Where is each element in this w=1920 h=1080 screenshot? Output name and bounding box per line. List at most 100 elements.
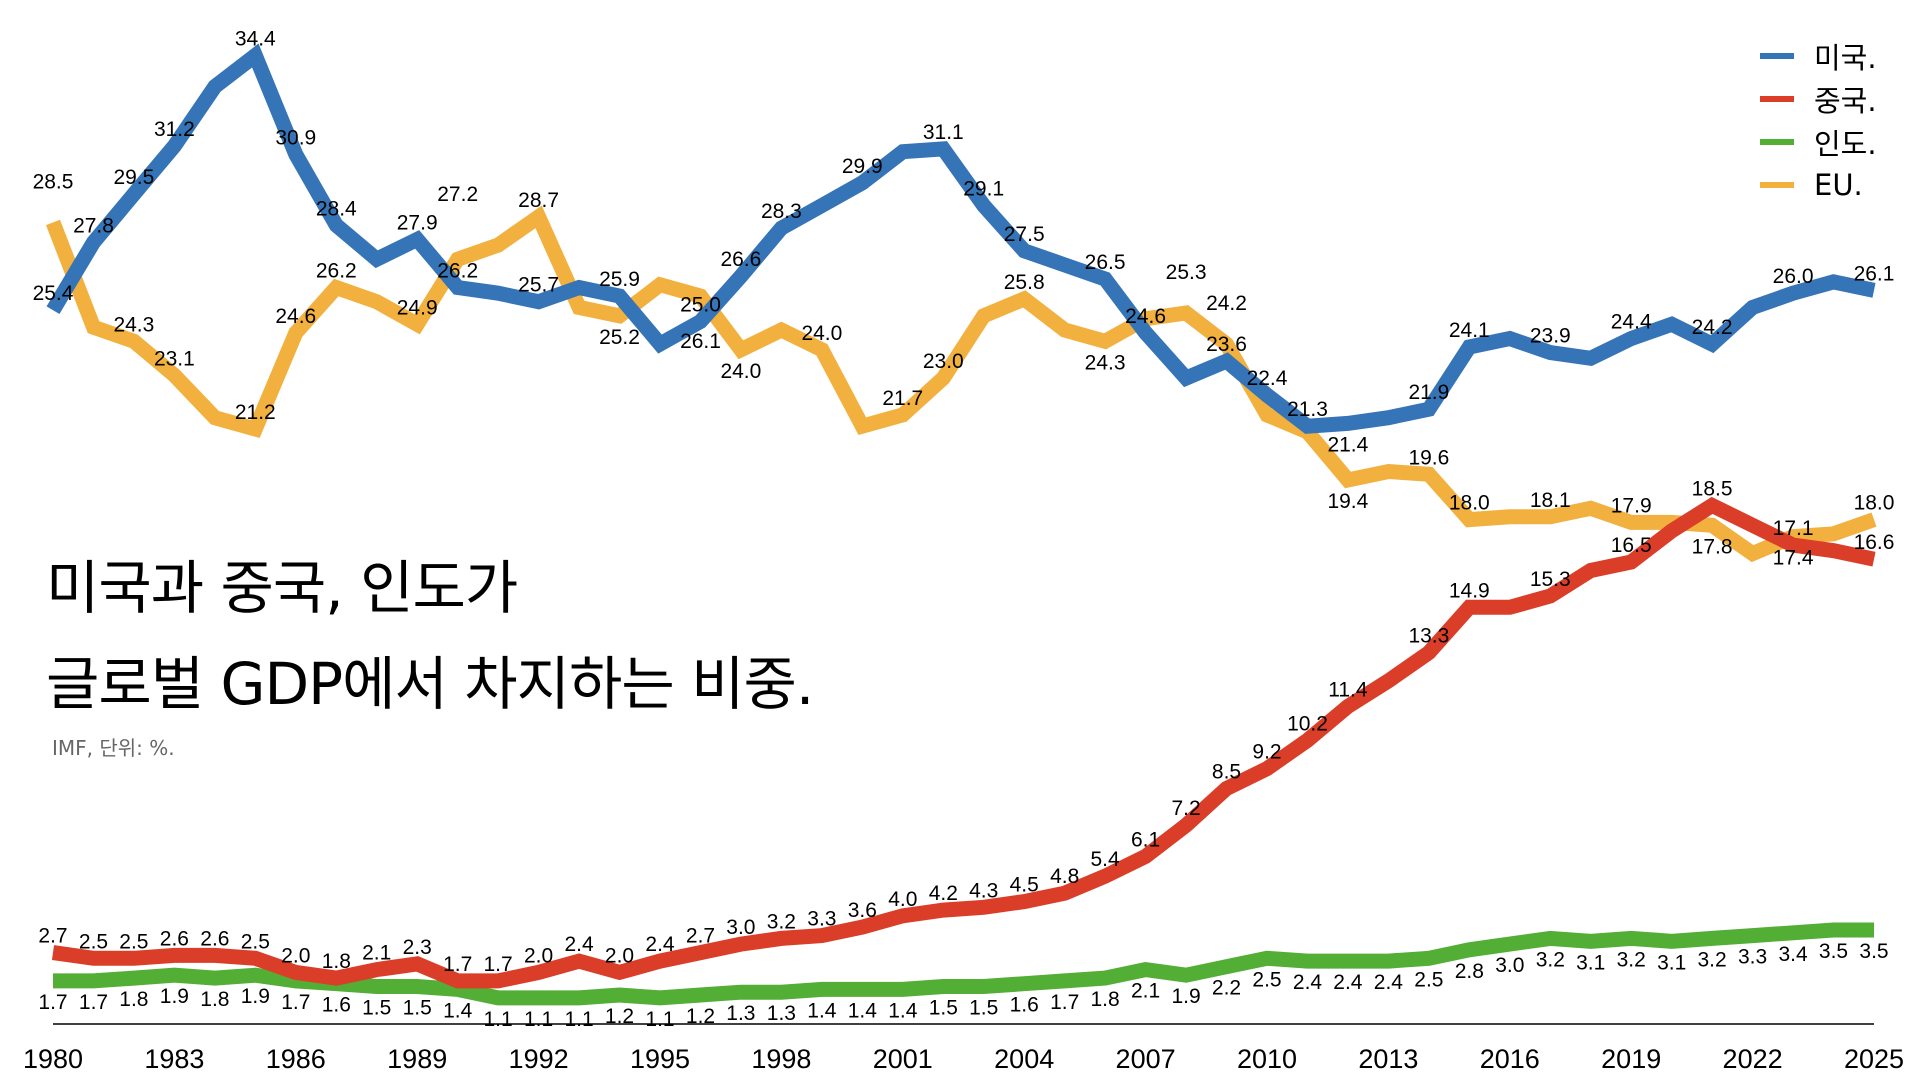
data-label-china: 18.5 (1692, 477, 1733, 500)
data-label-eu: 24.6 (275, 305, 316, 328)
data-label-china: 1.7 (443, 953, 472, 976)
data-label-eu: 18.1 (1530, 489, 1571, 512)
data-label-india: 2.4 (1293, 971, 1323, 994)
data-label-china: 13.3 (1408, 625, 1449, 648)
data-label-china: 4.0 (888, 888, 917, 911)
data-label-india: 1.9 (1171, 985, 1200, 1008)
data-label-china: 9.2 (1252, 741, 1281, 764)
legend-swatch-eu (1760, 181, 1794, 188)
data-label-eu: 19.4 (1327, 490, 1368, 513)
data-label-china: 4.2 (929, 882, 958, 905)
data-label-us: 24.2 (1692, 316, 1733, 339)
data-label-china: 2.5 (119, 930, 148, 953)
data-label-china: 4.8 (1050, 865, 1079, 888)
data-label-us: 24.6 (1125, 305, 1166, 328)
data-label-china: 4.3 (969, 879, 998, 902)
data-label-china: 2.3 (403, 936, 432, 959)
x-tick-label: 2004 (994, 1044, 1054, 1074)
data-label-us: 21.4 (1327, 433, 1368, 456)
data-label-us: 23.9 (1530, 325, 1571, 348)
data-label-india: 2.2 (1212, 977, 1241, 1000)
data-label-eu: 25.3 (1166, 261, 1207, 284)
data-label-eu: 17.8 (1692, 535, 1733, 558)
data-label-india: 1.5 (403, 997, 432, 1020)
x-tick-label: 2022 (1723, 1044, 1783, 1074)
data-label-india: 2.4 (1333, 971, 1363, 994)
data-label-eu: 27.2 (437, 183, 478, 206)
data-label-india: 1.6 (322, 994, 351, 1017)
data-label-india: 1.5 (929, 997, 958, 1020)
data-label-india: 3.2 (1617, 948, 1646, 971)
data-label-us: 28.3 (761, 200, 802, 223)
x-tick-label: 1983 (144, 1044, 204, 1074)
data-label-china: 15.3 (1530, 568, 1571, 591)
data-label-eu: 24.9 (397, 296, 438, 319)
data-label-china: 10.2 (1287, 712, 1328, 735)
x-tick-labels: 1980 1983 1986 1989 1992 1995 1998 2001 2004 2007… (23, 1044, 1904, 1074)
data-label-us: 29.9 (842, 155, 883, 178)
data-label-india: 1.4 (888, 999, 918, 1022)
data-label-eu: 24.0 (801, 322, 842, 345)
data-label-eu: 26.2 (316, 260, 357, 283)
data-label-us: 29.1 (963, 178, 1004, 201)
data-label-india: 1.6 (1010, 994, 1039, 1017)
data-label-india: 3.5 (1859, 940, 1888, 963)
data-label-china: 2.6 (160, 927, 189, 950)
data-label-eu: 18.0 (1449, 492, 1490, 515)
data-label-india: 1.5 (969, 997, 998, 1020)
data-label-china: 2.4 (564, 933, 594, 956)
data-label-us: 25.0 (680, 294, 721, 317)
data-label-india: 2.4 (1374, 971, 1404, 994)
data-label-india: 1.2 (686, 1005, 715, 1028)
data-label-eu: 26.1 (680, 330, 721, 353)
data-label-us: 31.1 (923, 121, 964, 144)
data-label-china: 2.4 (645, 933, 675, 956)
x-tick-label: 1980 (23, 1044, 83, 1074)
data-label-us: 26.6 (720, 248, 761, 271)
data-label-eu: 24.0 (720, 360, 761, 383)
data-label-india: 3.4 (1778, 943, 1808, 966)
x-tick-label: 2007 (1116, 1044, 1176, 1074)
legend-label-eu: EU. (1814, 167, 1863, 202)
data-label-china: 6.1 (1131, 828, 1160, 851)
data-label-eu: 17.9 (1611, 494, 1652, 517)
data-label-india: 2.8 (1455, 960, 1484, 983)
data-label-india: 1.8 (119, 988, 148, 1011)
x-tick-label: 1995 (630, 1044, 690, 1074)
data-label-china: 14.9 (1449, 579, 1490, 602)
data-label-china: 4.5 (1010, 874, 1039, 897)
data-label-india: 3.2 (1536, 948, 1565, 971)
x-tick-label: 1998 (751, 1044, 811, 1074)
data-label-eu: 18.0 (1854, 492, 1895, 515)
series-line-china (51, 496, 1876, 989)
data-label-layer: 1.7 1.7 1.8 1.9 1.8 1.9 1.7 1.6 1.5 1.5 1.4 1.1 1.1 1… (33, 28, 1895, 1031)
data-label-china: 2.5 (79, 930, 108, 953)
data-label-us: 24.4 (1611, 311, 1652, 334)
data-label-china: 2.5 (241, 930, 270, 953)
data-label-china: 1.8 (322, 950, 351, 973)
data-label-china: 3.2 (767, 910, 796, 933)
chart-title: 미국과 중국, 인도가 글로벌 GDP에서 차지하는 비중. (46, 540, 814, 732)
data-label-china: 11.4 (1328, 678, 1368, 701)
data-label-india: 1.5 (362, 997, 391, 1020)
data-label-us: 25.9 (599, 268, 640, 291)
data-label-us: 29.5 (113, 166, 154, 189)
data-label-us: 31.2 (154, 118, 195, 141)
legend-item-india: 인도. (1760, 120, 1877, 163)
data-label-india: 1.7 (79, 991, 108, 1014)
data-label-china: 3.0 (726, 916, 755, 939)
data-label-eu: 17.4 (1773, 547, 1814, 570)
series-layer (46, 43, 1877, 1006)
data-label-eu: 24.3 (113, 313, 154, 336)
chart-title-line-1: 미국과 중국, 인도가 (46, 554, 518, 622)
data-label-us: 25.7 (518, 274, 559, 297)
x-tick-label: 1992 (509, 1044, 569, 1074)
data-label-us: 26.0 (1773, 265, 1814, 288)
data-label-india: 3.1 (1576, 951, 1605, 974)
series-line-india (53, 922, 1874, 1006)
legend-label-us: 미국. (1814, 40, 1877, 75)
data-label-eu: 21.7 (882, 387, 923, 410)
x-tick-label: 1989 (387, 1044, 447, 1074)
x-tick-label: 2013 (1358, 1044, 1418, 1074)
data-label-us: 21.9 (1408, 381, 1449, 404)
